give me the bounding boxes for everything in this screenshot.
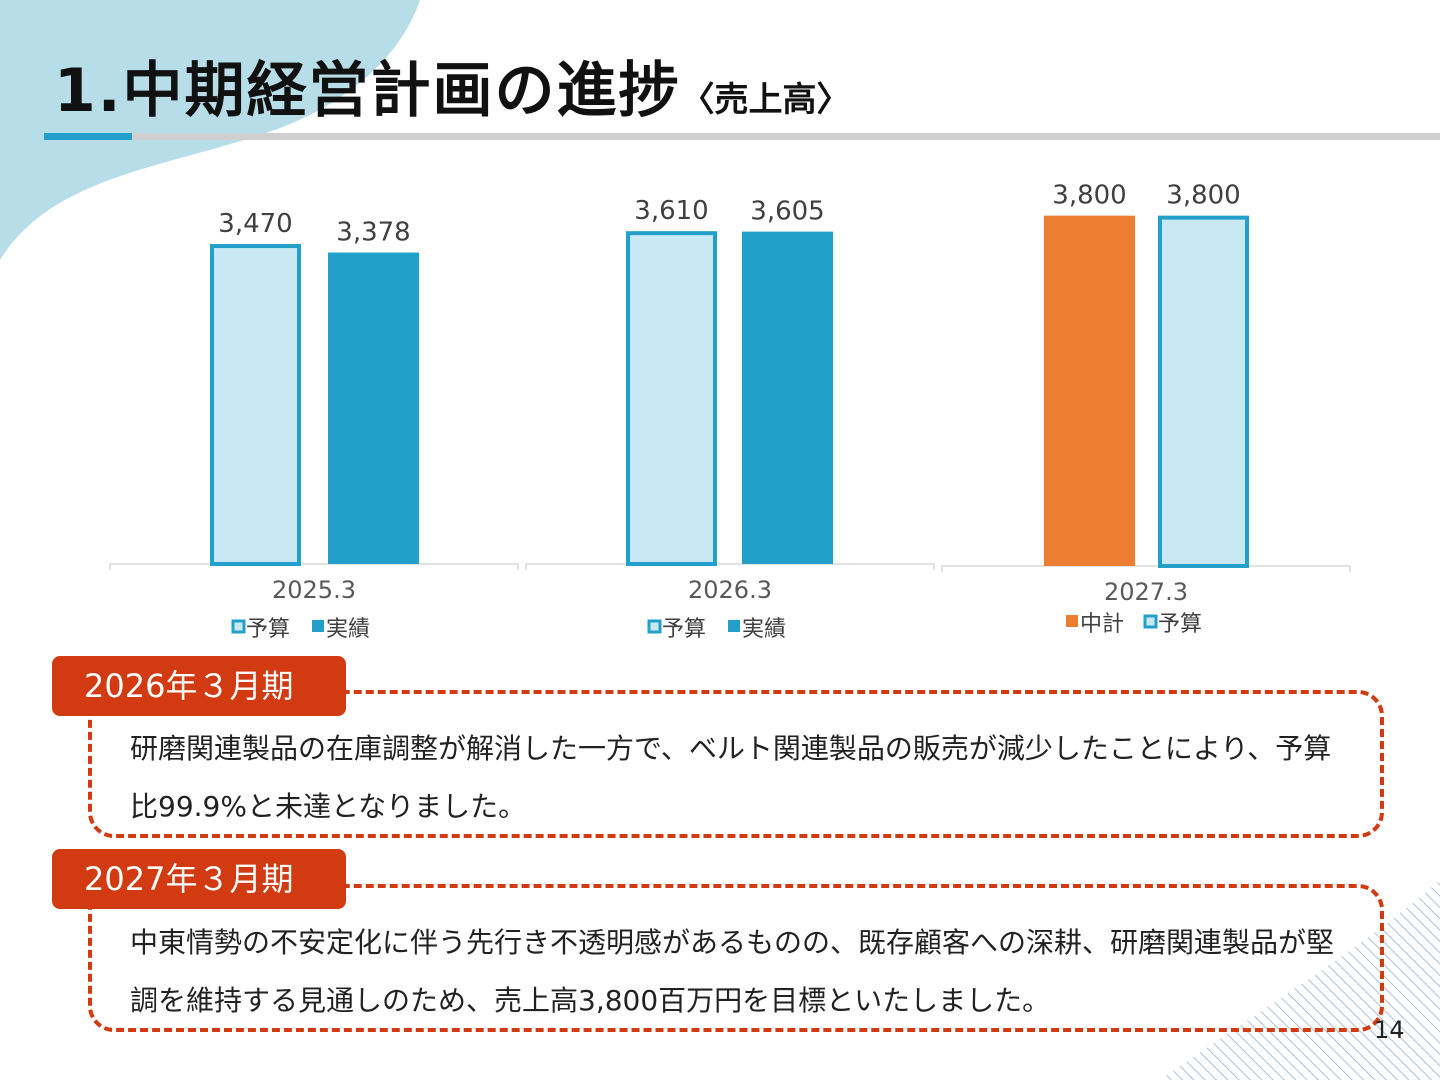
legend-swatch	[231, 619, 246, 634]
data-label: 3,800	[1052, 181, 1126, 211]
corner-hatch-shape	[1160, 880, 1440, 1080]
legend-label: 予算	[246, 617, 290, 642]
legend-label: 予算	[1158, 612, 1202, 637]
section-heading-2027: 2027年３月期	[52, 849, 346, 909]
legend-label: 中計	[1080, 612, 1124, 637]
data-label: 3,470	[218, 209, 292, 239]
section-text: 研磨関連製品の在庫調整が解消した一方で、ベルト関連製品の販売が減少したことにより…	[130, 732, 1332, 823]
data-label: 3,605	[750, 197, 824, 227]
title-underline-gray	[132, 133, 1440, 140]
x-tick-label: 2027.3	[1104, 578, 1188, 606]
data-label: 3,610	[634, 196, 708, 226]
bar-中計	[1044, 215, 1135, 566]
page-title: 1.中期経営計画の進捗〈売上高〉	[54, 42, 851, 129]
bar-予算	[626, 231, 717, 567]
bar-実績	[742, 231, 833, 564]
title-underline-accent	[44, 133, 132, 140]
legend-swatch	[1066, 615, 1078, 627]
data-label: 3,800	[1166, 181, 1240, 211]
legend-swatch	[312, 620, 324, 632]
revenue-chart: 3,470 3,378 2025.3 予算 実績 3,610 3,605 2026.3 予算 実績…	[109, 181, 1351, 642]
bar-実績	[328, 252, 419, 564]
data-label: 3,378	[336, 218, 410, 248]
legend-swatch	[1143, 614, 1158, 629]
legend-swatch	[728, 620, 740, 632]
title-subtitle: 〈売上高〉	[680, 80, 851, 120]
bar-予算	[210, 244, 301, 566]
bar-予算	[1158, 215, 1249, 568]
legend-label: 実績	[742, 617, 786, 642]
legend-label: 実績	[326, 617, 370, 642]
x-tick-label: 2025.3	[272, 576, 356, 604]
section-text: 中東情勢の不安定化に伴う先行き不透明感があるものの、既存顧客への深耕、研磨関連製…	[130, 926, 1335, 1017]
x-tick-label: 2026.3	[688, 576, 772, 604]
legend-swatch	[647, 619, 662, 634]
title-main: 1.中期経営計画の進捗	[54, 56, 681, 126]
corner-wave-shape	[0, 0, 420, 260]
page-number: 14	[1374, 1016, 1405, 1044]
section-box-2026: 研磨関連製品の在庫調整が解消した一方で、ベルト関連製品の販売が減少したことにより…	[88, 690, 1384, 838]
section-heading-2026: 2026年３月期	[52, 656, 346, 716]
legend-label: 予算	[662, 617, 706, 642]
section-box-2027: 中東情勢の不安定化に伴う先行き不透明感があるものの、既存顧客への深耕、研磨関連製…	[88, 884, 1384, 1032]
